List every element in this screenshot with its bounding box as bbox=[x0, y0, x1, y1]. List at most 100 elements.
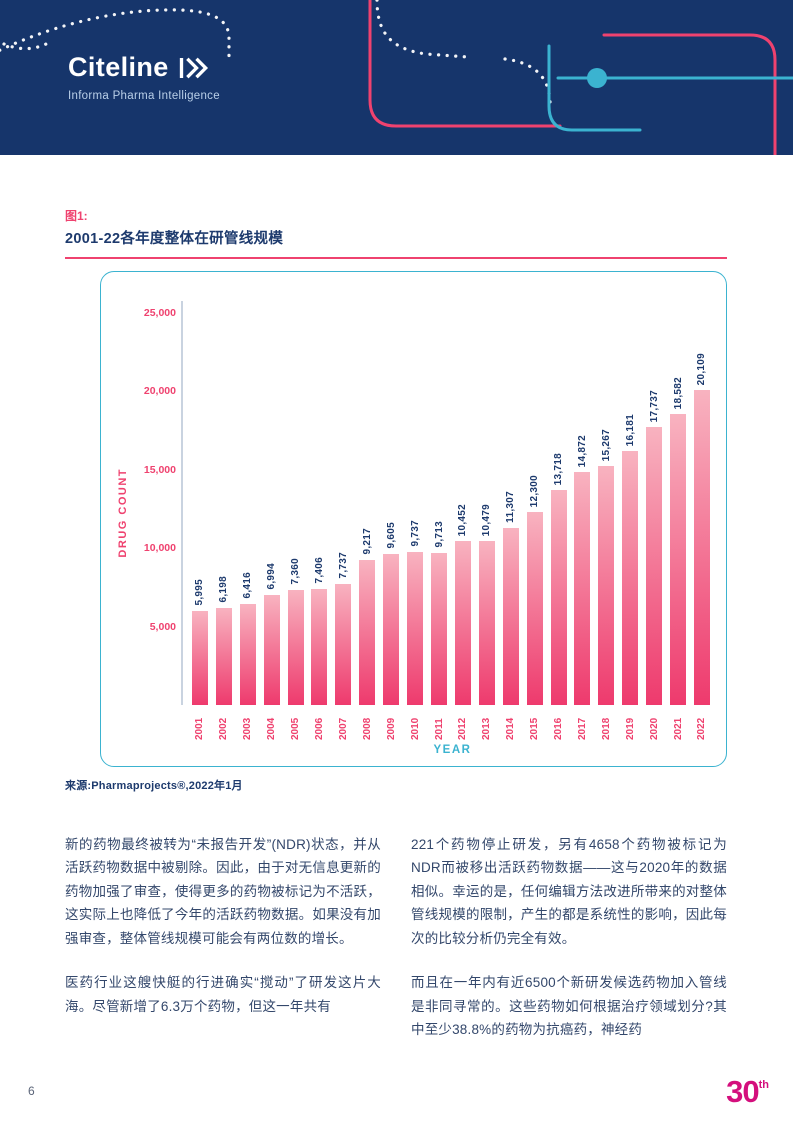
cyan-node-dot bbox=[587, 68, 607, 88]
bar bbox=[407, 552, 424, 705]
bar-value-label: 9,737 bbox=[409, 520, 421, 547]
bar-column: 16,181 2019 bbox=[618, 286, 642, 740]
bar bbox=[646, 427, 663, 705]
x-tick-label: 2018 bbox=[600, 717, 612, 740]
bar-value-label: 9,713 bbox=[433, 521, 445, 548]
bar-column: 6,994 2004 bbox=[260, 286, 284, 740]
bar bbox=[191, 611, 208, 705]
y-tick-label: 10,000 bbox=[143, 542, 176, 555]
bar-column: 11,307 2014 bbox=[499, 286, 523, 740]
bar-value-label: 18,582 bbox=[672, 376, 684, 409]
y-tick-label: 25,000 bbox=[143, 307, 176, 319]
x-axis-title: YEAR bbox=[433, 744, 472, 756]
bar-value-label: 6,994 bbox=[266, 563, 278, 590]
bar bbox=[383, 554, 400, 705]
bar-column: 9,713 2011 bbox=[427, 286, 451, 740]
x-tick-label: 2010 bbox=[409, 717, 421, 740]
bar bbox=[502, 528, 519, 705]
x-tick-label: 2022 bbox=[696, 717, 708, 740]
bar-value-label: 12,300 bbox=[529, 474, 541, 507]
y-axis-line bbox=[181, 301, 183, 705]
page-content: 图1: 2001-22各年度整体在研管线规模 DRUG COUNT 5,000 1… bbox=[0, 155, 793, 1042]
bar bbox=[478, 541, 495, 705]
bar-column: 9,217 2008 bbox=[355, 286, 379, 740]
header-banner: Citeline Informa Pharma Intelligence bbox=[0, 0, 793, 155]
anniversary-number: 30 bbox=[726, 1074, 759, 1109]
x-tick-label: 2013 bbox=[481, 717, 493, 740]
bar-value-label: 6,416 bbox=[242, 572, 254, 599]
bar bbox=[215, 608, 232, 705]
bar-value-label: 7,360 bbox=[290, 558, 302, 585]
bar bbox=[526, 512, 543, 705]
citeline-logo: Citeline Informa Pharma Intelligence bbox=[68, 52, 220, 102]
bar-column: 7,360 2005 bbox=[284, 286, 308, 740]
anniversary-suffix: th bbox=[758, 1079, 769, 1091]
x-tick-label: 2014 bbox=[505, 717, 517, 740]
x-tick-label: 2006 bbox=[313, 717, 325, 740]
x-tick-label: 2016 bbox=[553, 717, 565, 740]
x-tick-label: 2012 bbox=[457, 717, 469, 740]
chart-plot: 5,995 2001 6,198 2002 6,416 2003 6,994 2004 7,36… bbox=[181, 286, 714, 740]
bar-value-label: 17,737 bbox=[648, 389, 660, 422]
bar-column: 12,300 2015 bbox=[523, 286, 547, 740]
x-tick-label: 2011 bbox=[433, 718, 445, 740]
x-tick-label: 2004 bbox=[266, 717, 278, 740]
left-column: 新的药物最终被转为“未报告开发”(NDR)状态，并从活跃药物数据中被剔除。因此，… bbox=[65, 833, 381, 1042]
bar-column: 13,718 2016 bbox=[547, 286, 571, 740]
right-column: 221个药物停止研发，另有4658个药物被标记为NDR而被移出活跃药物数据——这… bbox=[411, 833, 727, 1042]
bar-column: 14,872 2017 bbox=[571, 286, 595, 740]
bar bbox=[574, 472, 591, 705]
bar-column: 5,995 2001 bbox=[188, 286, 212, 740]
bar-value-label: 20,109 bbox=[696, 352, 708, 385]
pipeline-bar-chart: DRUG COUNT 5,000 10,000 15,000 20,000 25,000… bbox=[100, 271, 727, 767]
x-tick-label: 2019 bbox=[624, 717, 636, 740]
x-tick-label: 2008 bbox=[361, 717, 373, 740]
x-tick-label: 2015 bbox=[529, 717, 541, 740]
bar bbox=[622, 451, 639, 705]
x-tick-label: 2005 bbox=[290, 717, 302, 740]
bar bbox=[670, 414, 687, 705]
bar-column: 7,406 2006 bbox=[308, 286, 332, 740]
chevrons-icon bbox=[179, 57, 208, 78]
bar-column: 7,737 2007 bbox=[331, 286, 355, 740]
bar bbox=[311, 589, 328, 705]
bar-value-label: 16,181 bbox=[624, 413, 636, 446]
bar-value-label: 9,605 bbox=[385, 522, 397, 549]
cyan-line-decoration bbox=[547, 44, 793, 132]
bar-column: 20,109 2022 bbox=[690, 286, 714, 740]
x-tick-label: 2017 bbox=[576, 717, 588, 740]
y-tick-label: 5,000 bbox=[149, 620, 176, 633]
bar-column: 9,605 2009 bbox=[379, 286, 403, 740]
bar bbox=[598, 466, 615, 705]
bar-column: 17,737 2020 bbox=[642, 286, 666, 740]
bar-value-label: 13,718 bbox=[553, 452, 565, 485]
logo-wordmark: Citeline bbox=[68, 52, 169, 82]
bar-value-label: 7,406 bbox=[313, 557, 325, 584]
paragraph: 新的药物最终被转为“未报告开发”(NDR)状态，并从活跃药物数据中被剔除。因此，… bbox=[65, 837, 381, 946]
bar-value-label: 7,737 bbox=[337, 552, 349, 579]
dotted-line-pattern bbox=[0, 0, 552, 104]
bar-column: 10,452 2012 bbox=[451, 286, 475, 740]
bar-value-label: 5,995 bbox=[194, 579, 206, 606]
paragraph: 而且在一年内有近6500个新研发候选药物加入管线是非同寻常的。这些药物如何根据治… bbox=[411, 975, 727, 1038]
page-number: 6 bbox=[28, 1084, 35, 1098]
x-tick-label: 2021 bbox=[672, 717, 684, 740]
bar bbox=[454, 541, 471, 705]
bar-value-label: 10,479 bbox=[481, 503, 493, 536]
bar-value-label: 6,198 bbox=[218, 576, 230, 603]
y-axis-title: DRUG COUNT bbox=[117, 468, 129, 558]
bar bbox=[263, 595, 280, 705]
bar-value-label: 15,267 bbox=[600, 428, 612, 461]
x-tick-label: 2003 bbox=[242, 717, 254, 740]
bar bbox=[431, 553, 448, 705]
x-tick-label: 2002 bbox=[218, 717, 230, 740]
bar-value-label: 10,452 bbox=[457, 503, 469, 536]
logo-subtitle: Informa Pharma Intelligence bbox=[68, 90, 220, 102]
bar-column: 18,582 2021 bbox=[666, 286, 690, 740]
bar-column: 9,737 2010 bbox=[403, 286, 427, 740]
bar bbox=[693, 390, 710, 705]
y-tick-label: 15,000 bbox=[143, 463, 176, 476]
body-text: 新的药物最终被转为“未报告开发”(NDR)状态，并从活跃药物数据中被剔除。因此，… bbox=[65, 833, 727, 1042]
bar-column: 10,479 2013 bbox=[475, 286, 499, 740]
